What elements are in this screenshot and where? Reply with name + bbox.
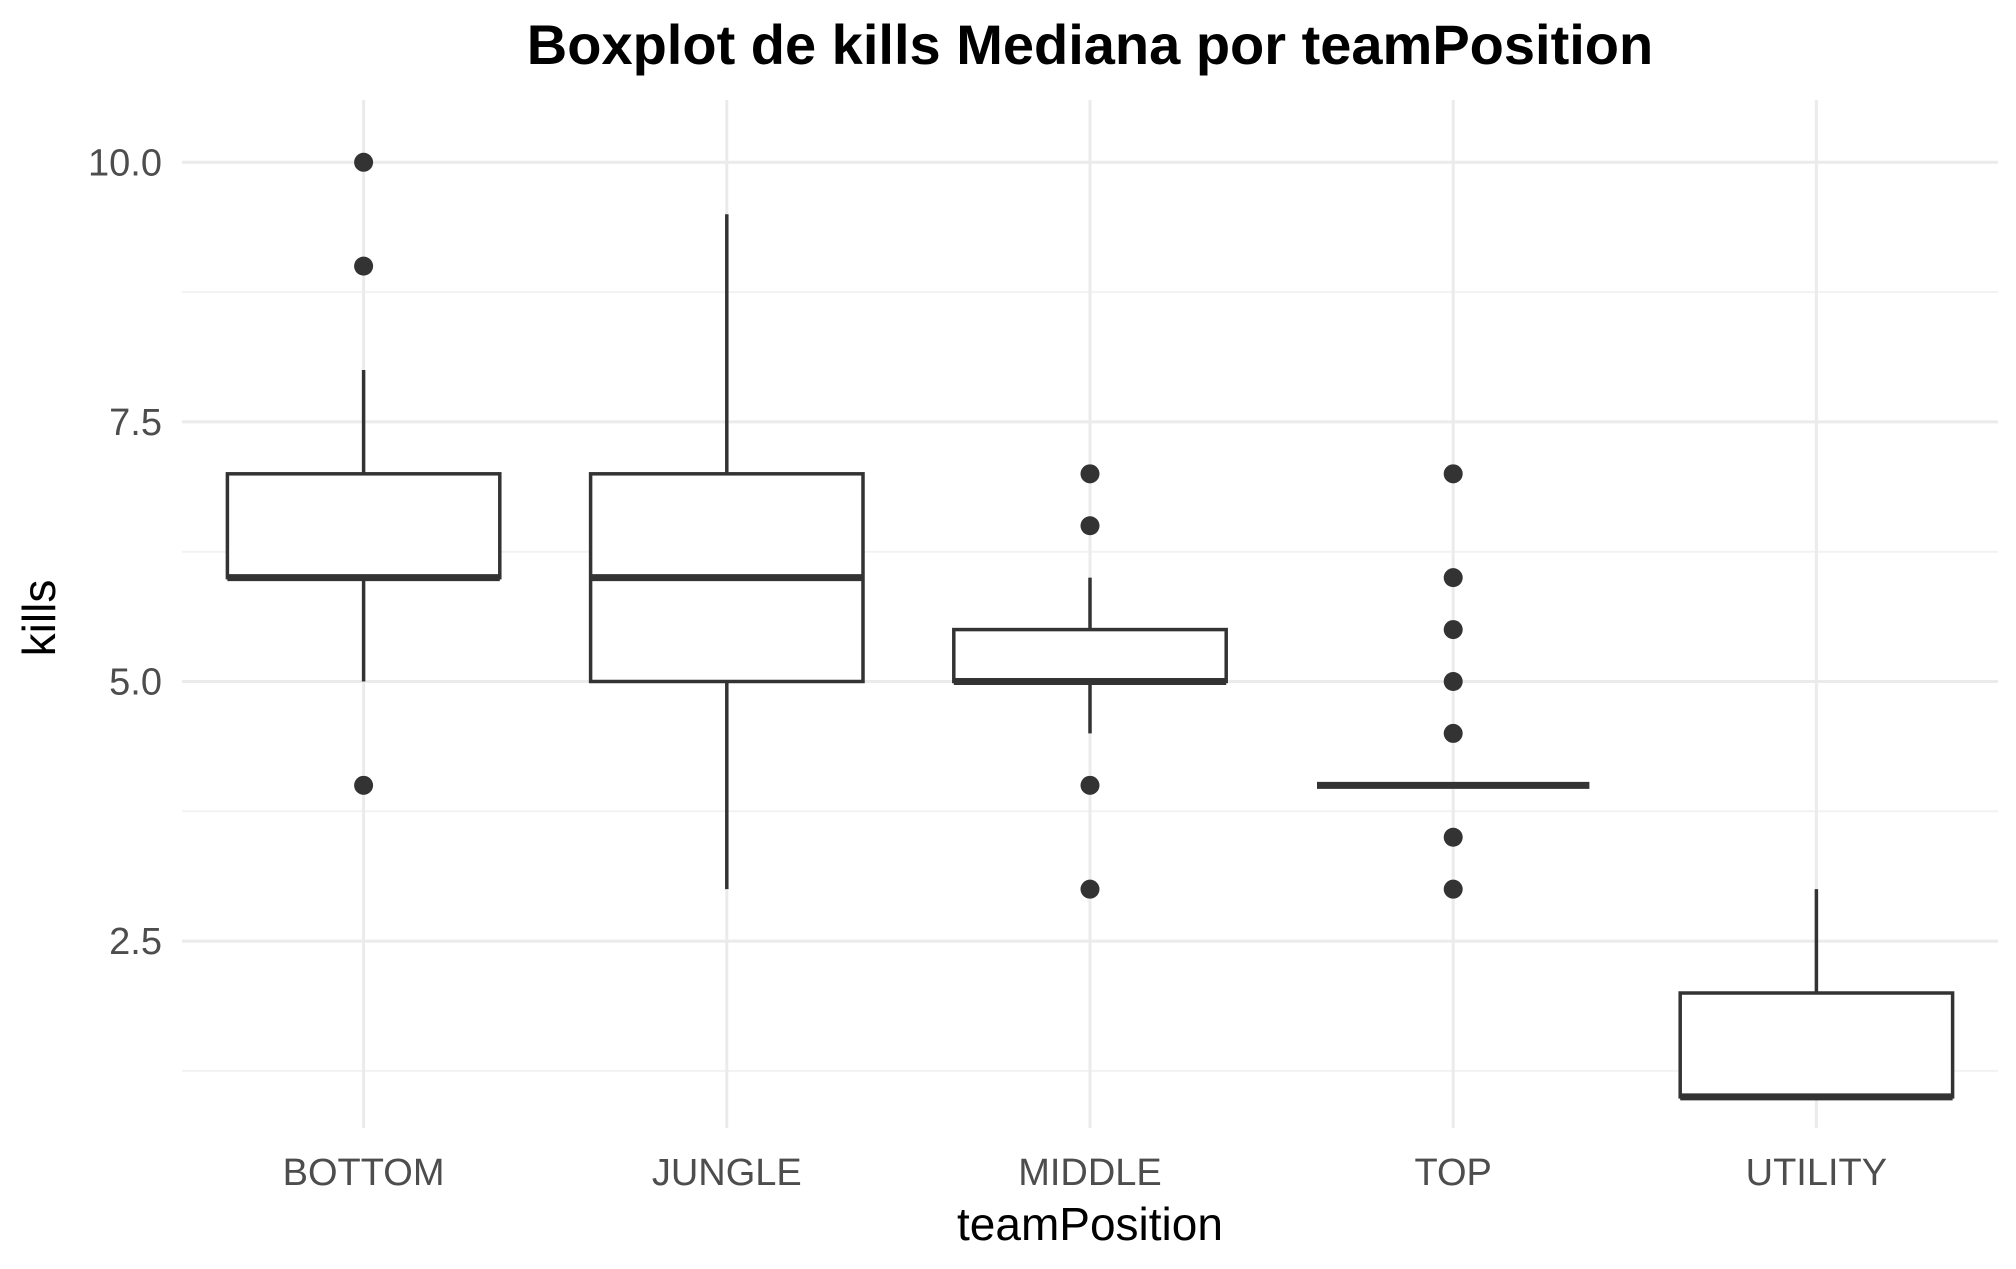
iqr-box — [225, 472, 502, 580]
outlier-point — [1443, 827, 1463, 847]
y-tick-label: 10.0 — [88, 142, 162, 184]
y-tick-label: 5.0 — [109, 661, 162, 703]
x-tick-label: UTILITY — [1746, 1152, 1887, 1194]
box-group-middle — [952, 464, 1228, 899]
outlier-point — [354, 775, 374, 795]
outlier-point — [1443, 723, 1463, 743]
outlier-point — [354, 256, 374, 276]
boxes-layer — [225, 152, 1955, 1101]
y-tick-label: 7.5 — [109, 402, 162, 444]
box-group-top — [1317, 464, 1590, 899]
y-tick-label: 2.5 — [109, 921, 162, 963]
outlier-point — [1443, 620, 1463, 640]
outlier-point — [1443, 671, 1463, 691]
outlier-point — [1080, 775, 1100, 795]
outlier-point — [1080, 516, 1100, 536]
x-tick-label: BOTTOM — [283, 1152, 445, 1194]
box-group-bottom — [225, 152, 502, 795]
x-tick-label: MIDDLE — [1018, 1152, 1162, 1194]
outlier-point — [1443, 568, 1463, 588]
x-tick-label: TOP — [1414, 1152, 1491, 1194]
y-axis-title: kills — [13, 580, 65, 657]
iqr-box — [952, 627, 1228, 684]
outlier-point — [1080, 464, 1100, 484]
x-axis-title: teamPosition — [957, 1198, 1223, 1250]
axis-layer: 2.5 5.0 7.5 10.0 BOTTOM JUNGLE MIDDLE TOP UTILIT… — [88, 142, 1887, 1194]
outlier-point — [354, 152, 374, 172]
outlier-point — [1080, 879, 1100, 899]
box-group-utility — [1678, 889, 1955, 1101]
x-tick-label: JUNGLE — [652, 1152, 802, 1194]
box-group-jungle — [588, 214, 865, 890]
outlier-point — [1443, 464, 1463, 484]
outlier-point — [1443, 879, 1463, 899]
chart-title: Boxplot de kills Mediana por teamPositio… — [527, 13, 1653, 76]
iqr-box — [1678, 991, 1955, 1099]
